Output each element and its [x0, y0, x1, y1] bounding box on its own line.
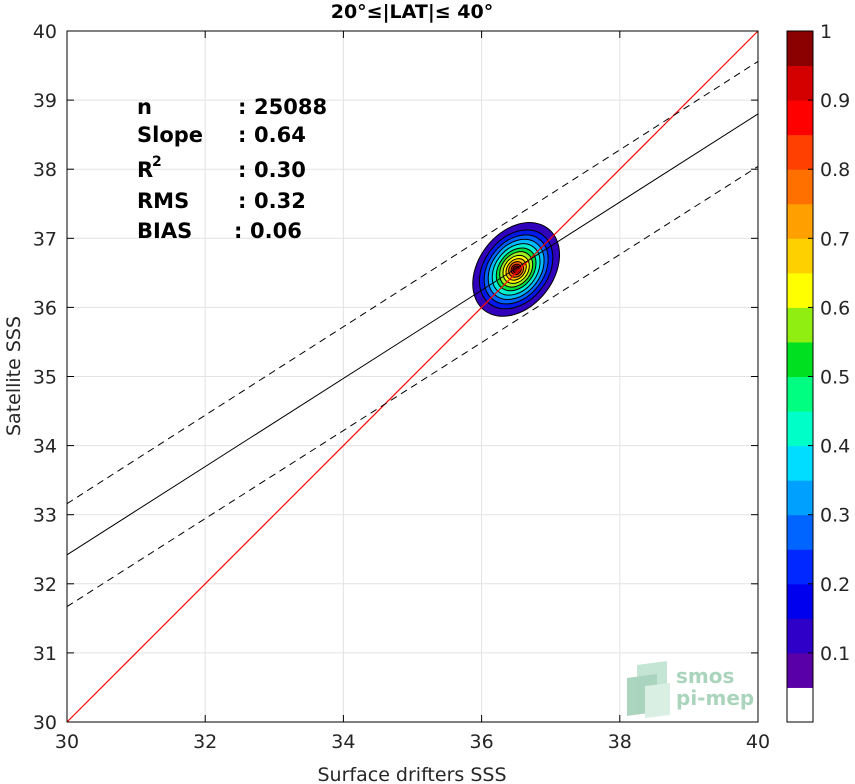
x-axis-label: Surface drifters SSS: [318, 764, 507, 784]
x-tick-label: 40: [746, 731, 770, 753]
y-tick-label: 31: [33, 643, 57, 665]
colorbar-segment: [787, 307, 813, 343]
colorbar-tick-label: 0.3: [820, 505, 850, 527]
x-tick-label: 32: [193, 731, 217, 753]
density-contours: [472, 222, 561, 317]
colorbar-segment: [787, 618, 813, 654]
y-tick-label: 33: [33, 505, 57, 527]
stat-row: R2:0.30: [137, 154, 306, 182]
y-tick-label: 32: [33, 574, 57, 596]
colorbar-tick-label: 0.2: [820, 574, 850, 596]
y-tick-label: 35: [33, 367, 57, 389]
colorbar-segment: [787, 652, 813, 688]
confidence-line: [66, 60, 759, 505]
colorbar-segment: [787, 238, 813, 274]
stat-row: n:25088: [137, 95, 327, 119]
y-tick-label: 37: [33, 228, 57, 250]
y-axis-label: Satellite SSS: [3, 316, 25, 436]
y-axis-ticks: 30 31 32 33 34 35 36 37 38 39 40: [33, 21, 758, 734]
colorbar-segment: [787, 687, 813, 723]
y-tick-label: 30: [33, 712, 57, 734]
y-tick-label: 36: [33, 297, 57, 319]
fit-line: [66, 113, 759, 556]
logo-line2: pi-mep: [676, 686, 754, 710]
stat-label: n: [137, 95, 152, 119]
stats-panel: n:25088Slope:0.64R2:0.30RMS:0.32BIAS:0.0…: [137, 95, 327, 243]
x-tick-label: 38: [608, 731, 632, 753]
stat-separator: :: [238, 123, 246, 147]
colorbar-tick-label: 0.6: [820, 297, 850, 319]
logo-line1: smos: [676, 664, 734, 688]
stat-row: BIAS:0.06: [137, 219, 302, 243]
x-axis-ticks: 30 32 34 36 38 40: [55, 31, 770, 753]
identity-line: [66, 30, 759, 723]
stat-separator: :: [234, 219, 242, 243]
colorbar-segment: [787, 134, 813, 170]
stat-value: 0.06: [250, 219, 302, 243]
confidence-line: [66, 166, 759, 608]
stat-label: BIAS: [137, 219, 192, 243]
stat-superscript: 2: [152, 154, 162, 170]
colorbar-tick-label: 0.4: [820, 436, 850, 458]
colorbar-segment: [787, 445, 813, 481]
colorbar-segment: [787, 65, 813, 101]
x-tick-label: 36: [470, 731, 494, 753]
colorbar-tick-label: 1: [820, 21, 832, 43]
x-tick-label: 30: [55, 731, 79, 753]
stat-value: 0.30: [254, 158, 306, 182]
stat-value: 0.64: [254, 123, 306, 147]
grid-lines: [66, 30, 759, 723]
stat-label: RMS: [137, 189, 189, 213]
colorbar-tick-label: 0.9: [820, 90, 850, 112]
x-tick-label: 34: [331, 731, 355, 753]
stat-label: Slope: [137, 123, 203, 147]
colorbar-tick-label: 0.5: [820, 367, 850, 389]
stat-separator: :: [238, 158, 246, 182]
colorbar-segment: [787, 376, 813, 412]
stat-separator: :: [238, 95, 246, 119]
colorbar-segment: [787, 169, 813, 205]
colorbar-segment: [787, 549, 813, 585]
stat-row: RMS:0.32: [137, 189, 306, 213]
stat-row: Slope:0.64: [137, 123, 306, 147]
smos-pi-mep-logo: smos pi-mep: [627, 661, 754, 718]
regression-lines: [66, 30, 759, 723]
colorbar-segment: [787, 31, 813, 67]
colorbar: 0.1 0.2 0.3 0.4 0.5 0.6 0.7 0.8 0.9 1: [786, 21, 850, 723]
colorbar-segment: [787, 203, 813, 239]
colorbar-segment: [787, 514, 813, 550]
y-tick-label: 34: [33, 436, 57, 458]
stat-separator: :: [238, 189, 246, 213]
y-tick-label: 40: [33, 21, 57, 43]
colorbar-segment: [787, 411, 813, 447]
colorbar-tick-label: 0.8: [820, 159, 850, 181]
colorbar-segment: [787, 480, 813, 516]
stat-label: R: [137, 158, 153, 182]
y-tick-label: 39: [33, 90, 57, 112]
y-tick-label: 38: [33, 159, 57, 181]
chart-title: 20°≤|LAT|≤ 40°: [331, 1, 494, 23]
colorbar-tick-label: 0.1: [820, 643, 850, 665]
colorbar-segment: [787, 100, 813, 136]
stat-value: 0.32: [254, 189, 306, 213]
stat-value: 25088: [254, 95, 327, 119]
colorbar-segment: [787, 341, 813, 377]
colorbar-segment: [787, 272, 813, 308]
colorbar-segment: [787, 583, 813, 619]
colorbar-tick-label: 0.7: [820, 228, 850, 250]
